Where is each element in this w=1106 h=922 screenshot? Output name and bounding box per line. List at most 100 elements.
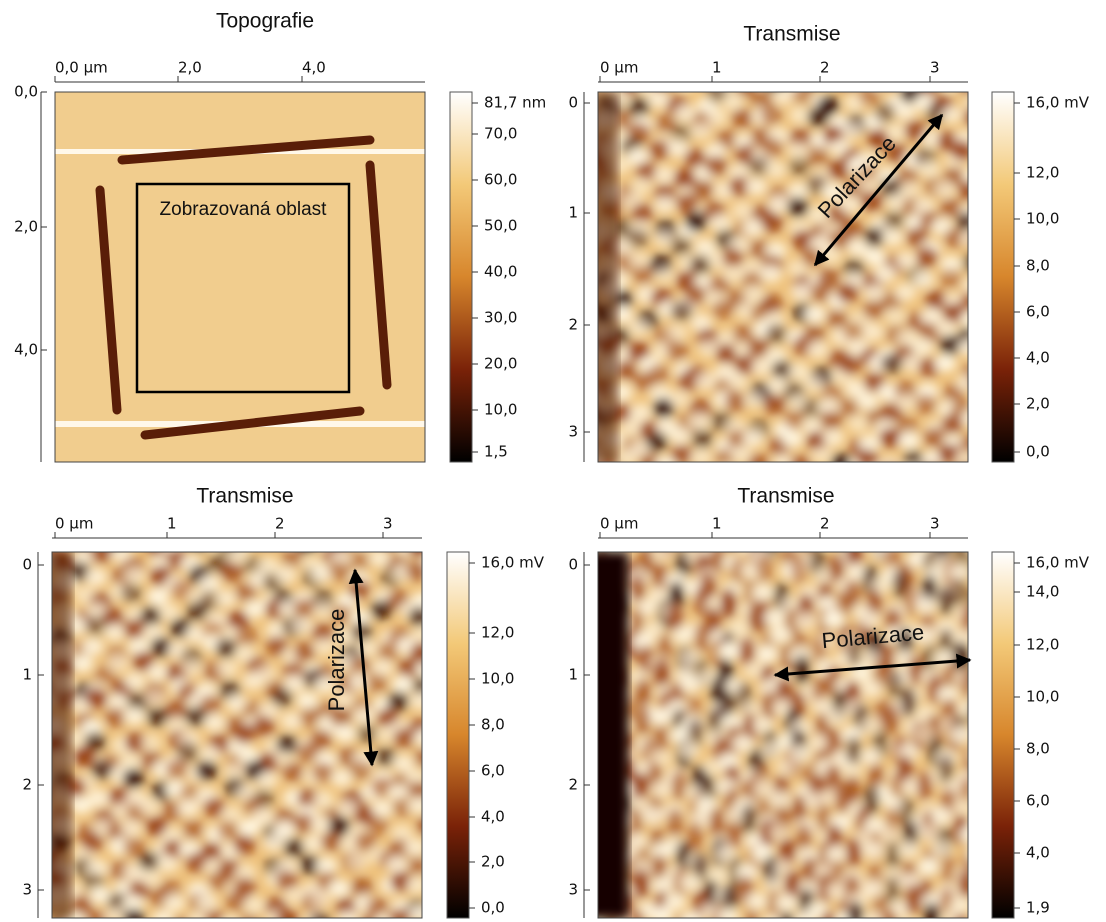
- texture-spot: [591, 470, 613, 488]
- texture-spot: [940, 105, 962, 123]
- colorbar-label: 1,9: [1026, 899, 1050, 917]
- annotation: Zobrazovaná oblast: [160, 199, 328, 220]
- texture-spot: [312, 762, 334, 782]
- texture-spot: [903, 586, 919, 616]
- texture-spot: [408, 796, 430, 814]
- texture-spot: [348, 579, 370, 599]
- y-tick-label: 0,0: [14, 83, 38, 101]
- texture-spot: [242, 672, 264, 690]
- texture-spot: [653, 265, 675, 283]
- texture-spot: [654, 195, 676, 213]
- texture-spot: [405, 876, 427, 894]
- x-tick-label: 4,0: [302, 59, 326, 77]
- texture-spot: [763, 394, 785, 414]
- texture-spot: [406, 561, 428, 581]
- texture-spot: [940, 198, 962, 218]
- x-tick-label: 0 µm: [600, 515, 638, 533]
- texture-spot: [970, 698, 986, 728]
- texture-spot: [309, 891, 331, 909]
- colorbar-label: 16,0 mV: [1026, 94, 1090, 112]
- texture-spot: [955, 463, 977, 483]
- texture-spot: [962, 253, 984, 273]
- texture-spot: [122, 768, 144, 788]
- texture-spot: [725, 522, 741, 552]
- texture-spot: [408, 607, 430, 627]
- texture-spot: [138, 798, 160, 816]
- texture-spot: [880, 463, 902, 483]
- texture-spot: [791, 555, 807, 585]
- texture-spot: [760, 105, 782, 125]
- texture-spot: [581, 896, 597, 922]
- texture-spot: [122, 526, 144, 544]
- texture-spot: [282, 762, 304, 782]
- texture-spot: [235, 582, 257, 602]
- texture-spot: [764, 71, 786, 91]
- texture-spot: [753, 71, 775, 89]
- texture-spot: [275, 566, 297, 584]
- texture-spot: [233, 835, 255, 855]
- texture-spot: [220, 562, 242, 582]
- colorbar-label: 10,0: [1026, 210, 1059, 228]
- texture-spot: [93, 527, 115, 545]
- texture-spot: [857, 392, 879, 410]
- texture-spot: [351, 878, 373, 898]
- texture-spot: [743, 284, 765, 302]
- texture-spot: [825, 708, 847, 726]
- y-tick-label: 0: [568, 94, 578, 112]
- texture-spot: [85, 568, 107, 586]
- texture-spot: [973, 763, 989, 793]
- texture-spot: [916, 247, 938, 267]
- colorbar-label: 81,7 nm: [484, 94, 546, 112]
- texture-spot: [917, 771, 933, 801]
- texture-spot: [160, 534, 182, 552]
- texture-spot: [635, 678, 651, 708]
- x-tick-label: 1: [712, 515, 722, 533]
- colorbar-label: 10,0: [1026, 688, 1059, 706]
- texture-spot: [940, 269, 962, 289]
- texture-spot: [621, 419, 643, 437]
- y-tick-label: 3: [22, 881, 32, 899]
- texture-spot: [91, 760, 113, 780]
- texture-spot: [639, 453, 661, 473]
- texture-spot: [715, 464, 737, 482]
- texture-spot: [982, 524, 998, 554]
- texture-spot: [837, 283, 859, 303]
- texture-spot: [196, 761, 218, 781]
- texture-spot: [841, 121, 863, 139]
- texture-spot: [579, 656, 595, 686]
- texture-spot: [860, 748, 882, 766]
- texture-spot: [356, 724, 378, 744]
- texture-spot: [124, 672, 146, 690]
- texture-spot: [215, 589, 237, 607]
- x-tick-label: 1: [167, 515, 177, 533]
- texture-spot: [185, 707, 207, 727]
- texture-spot: [941, 855, 957, 885]
- texture-spot: [839, 355, 861, 375]
- texture-spot: [578, 343, 600, 361]
- texture-spot: [393, 728, 415, 748]
- texture-spot: [30, 824, 52, 844]
- texture-spot: [628, 97, 650, 117]
- x-tick-label: 3: [930, 59, 940, 77]
- texture-spot: [256, 771, 278, 789]
- texture-spot: [70, 796, 92, 814]
- texture-spot: [570, 241, 592, 259]
- texture-spot: [691, 429, 713, 449]
- texture-spot: [90, 543, 112, 563]
- texture-spot: [201, 533, 223, 551]
- texture-spot: [843, 322, 865, 342]
- texture-spot: [972, 93, 994, 113]
- colorbar: [992, 92, 1014, 462]
- texture-spot: [33, 680, 55, 700]
- texture-spot: [666, 324, 688, 342]
- texture-spot: [712, 299, 734, 319]
- colorbar: [450, 92, 472, 462]
- texture-spot: [217, 820, 239, 840]
- panel-title: Transmise: [737, 485, 834, 508]
- texture-spot: [416, 660, 438, 678]
- texture-spot: [680, 675, 702, 693]
- colorbar-label: 16,0 mV: [1026, 554, 1090, 572]
- texture-spot: [669, 427, 691, 445]
- texture-spot: [646, 432, 668, 452]
- texture-spot: [875, 103, 897, 123]
